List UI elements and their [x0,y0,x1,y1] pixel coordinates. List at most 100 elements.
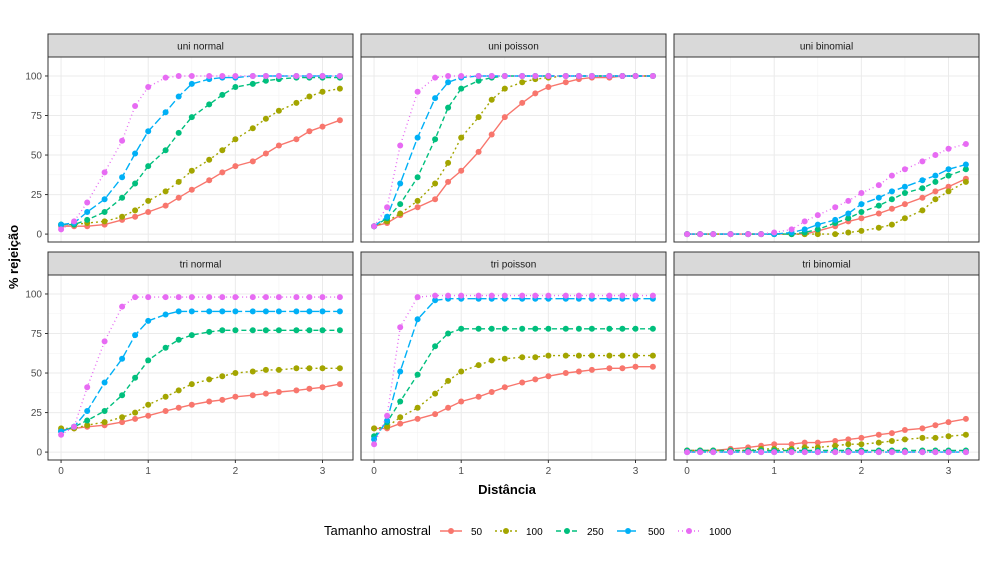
data-point [132,409,139,416]
data-point [384,412,391,419]
data-point [145,412,152,419]
data-point [132,207,139,214]
facet-panel: tri binomial 0 1 2 3 [673,251,980,477]
data-point [445,178,452,185]
data-point [219,169,226,176]
legend-key-point [686,528,692,534]
data-point [275,107,282,114]
data-point [875,194,882,201]
data-point [519,79,526,86]
data-point [845,215,852,222]
x-tick-label: 3 [946,466,952,477]
data-point [532,376,539,383]
data-point [832,442,839,449]
legend-items: 50 100 250 500 1000 [440,527,732,538]
data-point [84,417,91,424]
data-point [619,73,626,79]
data-point [475,325,482,332]
data-point [945,183,952,190]
y-tick-label: 50 [31,151,43,162]
data-point [84,216,91,223]
data-point [319,123,326,130]
data-point [697,449,704,456]
data-point [397,142,404,149]
panel-border [360,274,667,461]
data-point [945,449,952,456]
data-point [545,373,552,380]
data-point [888,430,895,437]
data-point [932,178,939,185]
data-point [397,368,404,375]
data-point [145,197,152,204]
data-point [919,207,926,214]
data-point [371,223,378,230]
data-point [293,99,300,106]
series-line-1000 [60,75,340,230]
data-point [206,308,213,315]
data-point [101,196,108,203]
series-line-100 [374,354,653,430]
data-point [919,158,926,165]
data-point [832,449,839,456]
data-point [814,231,821,238]
data-point [101,218,108,225]
legend-item-50: 50 [440,527,483,538]
data-point [545,292,552,299]
data-point [145,317,152,324]
data-point [188,114,195,121]
data-point [832,231,839,238]
data-point [488,131,495,138]
data-point [619,292,626,299]
data-point [275,73,282,79]
data-point [488,325,495,332]
legend-key-point [448,528,454,534]
data-point [188,332,195,339]
data-point [397,420,404,427]
data-point [532,325,539,332]
data-point [901,427,908,433]
data-point [188,294,195,301]
data-point [962,178,969,185]
data-point [545,352,552,359]
data-point [458,134,465,141]
data-point [962,166,969,173]
data-point [588,73,595,79]
data-point [858,190,865,196]
data-point [945,419,952,426]
data-point [562,292,569,299]
data-point [901,183,908,190]
data-point [275,294,282,301]
data-point [962,141,969,147]
data-point [919,425,926,432]
data-point [532,292,539,299]
legend-item-100: 100 [495,527,543,538]
data-point [232,163,239,170]
data-point [306,73,313,79]
data-point [888,438,895,444]
data-point [945,145,952,152]
data-point [562,79,569,86]
data-point [414,371,421,378]
x-tick-label: 0 [684,466,690,477]
x-tick-label: 3 [633,466,639,477]
data-point [532,354,539,361]
data-point [649,352,656,359]
data-point [684,231,691,238]
data-point [445,73,452,79]
data-point [888,221,895,228]
panel-border [673,56,980,243]
data-point [432,136,439,143]
panel-background [361,57,666,242]
data-point [458,398,465,405]
series-line-1000 [60,296,340,436]
data-point [519,292,526,299]
data-point [832,216,839,223]
data-point [119,174,126,181]
panel-border [360,56,667,243]
data-point [249,125,256,132]
data-point [232,308,239,315]
data-point [845,436,852,443]
data-point [606,325,613,332]
data-point [188,308,195,315]
data-point [336,381,343,388]
